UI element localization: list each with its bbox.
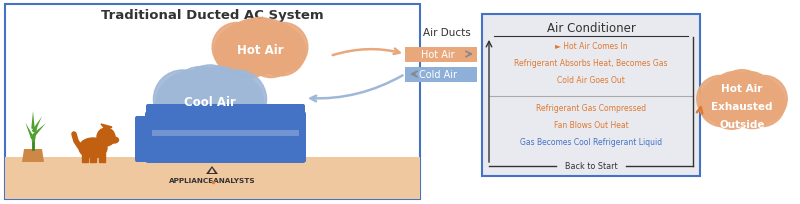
FancyBboxPatch shape [285,116,306,162]
Circle shape [741,76,787,123]
Circle shape [710,72,758,119]
Polygon shape [206,166,218,174]
Circle shape [256,27,306,76]
Circle shape [718,70,766,117]
Text: Cold Air: Cold Air [419,70,457,80]
Circle shape [212,23,262,73]
Circle shape [243,20,293,69]
Circle shape [181,66,239,124]
Circle shape [168,77,226,135]
Circle shape [703,77,750,123]
Text: Hot Air: Hot Air [722,84,762,94]
Circle shape [252,24,302,73]
Text: Back to Start: Back to Start [565,162,618,171]
Circle shape [246,29,296,78]
Text: Air Conditioner: Air Conditioner [546,22,635,35]
Circle shape [235,26,285,75]
Circle shape [171,67,230,125]
Text: Exhausted: Exhausted [711,102,773,111]
FancyBboxPatch shape [135,116,156,162]
Circle shape [97,128,115,146]
Bar [5,157,420,199]
Text: Refrigerant Gas Compressed: Refrigerant Gas Compressed [536,103,646,112]
Ellipse shape [110,137,118,143]
Circle shape [190,67,249,125]
Text: Cold Air Goes Out: Cold Air Goes Out [557,76,625,85]
Circle shape [162,71,220,129]
Circle shape [156,74,214,133]
FancyBboxPatch shape [5,5,420,199]
Circle shape [258,23,308,73]
Circle shape [718,79,766,126]
Circle shape [194,76,252,134]
FancyBboxPatch shape [482,15,700,176]
Bar [99,148,105,162]
Polygon shape [209,168,215,173]
Polygon shape [31,125,38,142]
Text: Traditional Ducted AC System: Traditional Ducted AC System [101,9,323,22]
Text: Outside: Outside [719,119,765,129]
Circle shape [235,18,285,68]
Text: ► Hot Air Comes In: ► Hot Air Comes In [554,42,627,51]
Polygon shape [101,124,112,130]
Circle shape [214,27,264,76]
Polygon shape [32,117,42,133]
Circle shape [200,71,258,129]
Circle shape [729,82,776,129]
Text: Gas Becomes Cool Refrigerant Liquid: Gas Becomes Cool Refrigerant Liquid [520,137,662,146]
Circle shape [734,77,781,123]
Circle shape [699,81,746,127]
Circle shape [227,20,277,69]
Circle shape [726,72,773,119]
Bar [405,67,477,83]
Circle shape [708,83,755,130]
Polygon shape [22,149,44,162]
Text: Hot Air: Hot Air [237,44,283,57]
Circle shape [206,74,264,133]
Text: Air Ducts: Air Ducts [423,28,471,38]
Circle shape [224,29,274,79]
Circle shape [181,73,239,132]
Text: Cool Air: Cool Air [184,96,236,109]
Bar [405,47,477,63]
Ellipse shape [79,138,107,158]
Bar [82,146,87,162]
Polygon shape [31,111,34,129]
Text: Fan Blows Out Heat: Fan Blows Out Heat [554,120,628,129]
Bar [90,146,95,162]
FancyBboxPatch shape [145,111,306,163]
FancyBboxPatch shape [146,104,305,130]
Circle shape [218,24,268,73]
Text: Hot Air: Hot Air [421,50,455,60]
Circle shape [738,81,785,127]
Text: APPLIANCEANALYSTS: APPLIANCEANALYSTS [169,177,255,183]
Circle shape [697,76,743,123]
Polygon shape [26,123,34,140]
Circle shape [154,71,212,129]
Text: Refrigerant Absorbs Heat, Becomes Gas: Refrigerant Absorbs Heat, Becomes Gas [514,59,668,68]
Bar [152,130,299,136]
Polygon shape [32,124,46,137]
Circle shape [208,71,266,129]
